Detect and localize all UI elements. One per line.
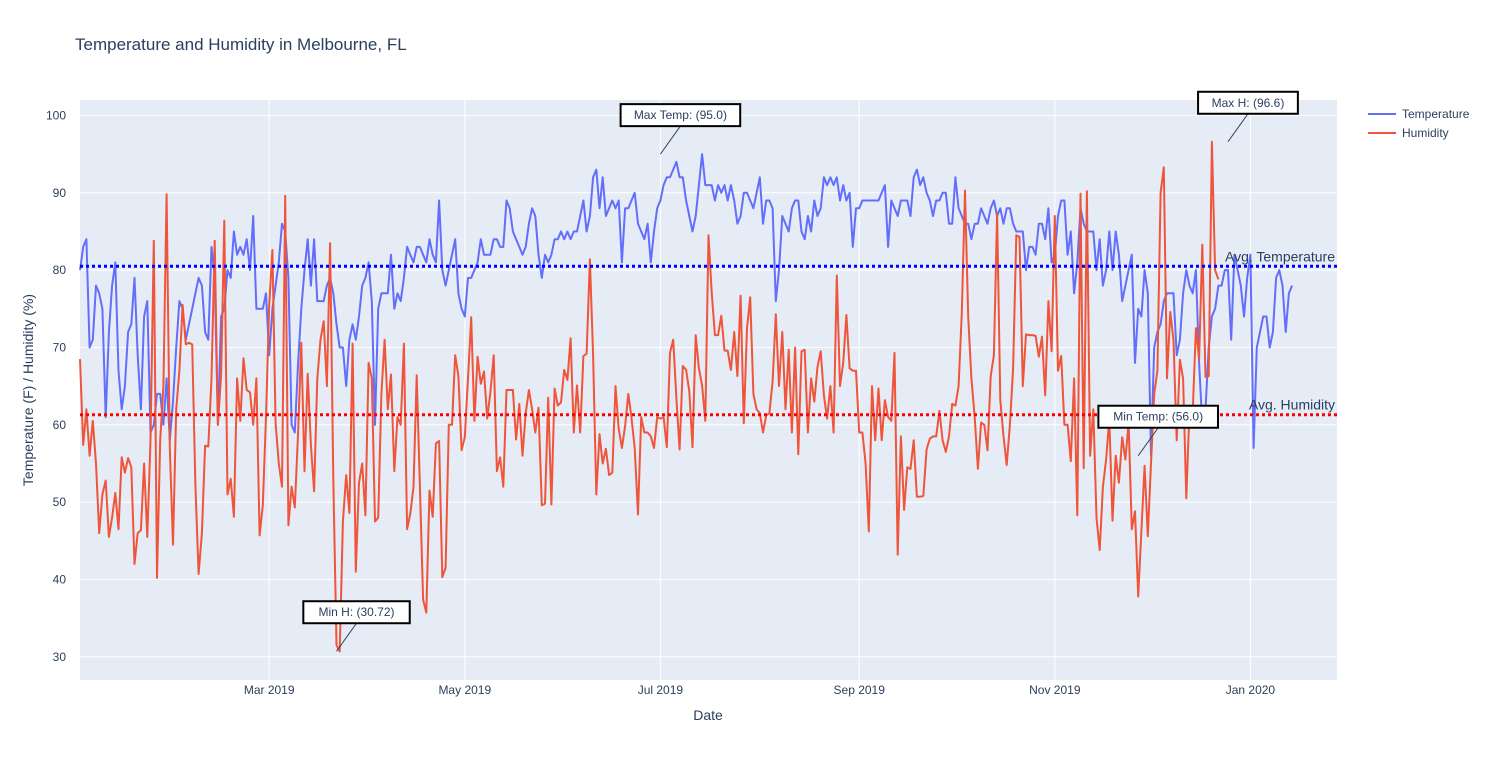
legend[interactable]: Temperature Humidity bbox=[1368, 107, 1470, 140]
x-tick-label: Nov 2019 bbox=[1029, 683, 1081, 697]
x-tick-label: Sep 2019 bbox=[834, 683, 886, 697]
legend-item-temperature[interactable]: Temperature bbox=[1368, 107, 1470, 121]
annotation-label: Max H: (96.6) bbox=[1212, 96, 1285, 110]
legend-label-temperature: Temperature bbox=[1402, 107, 1470, 121]
y-tick-label: 30 bbox=[53, 650, 67, 664]
x-tick-label: Jan 2020 bbox=[1226, 683, 1276, 697]
series-layer bbox=[79, 140, 1294, 653]
annotation-box bbox=[1197, 90, 1299, 115]
x-tick-label: Mar 2019 bbox=[244, 683, 295, 697]
legend-item-humidity[interactable]: Humidity bbox=[1368, 126, 1449, 140]
plot-area bbox=[80, 100, 1337, 680]
annotation-arrow bbox=[1137, 427, 1159, 457]
series-line-humidity bbox=[79, 140, 1220, 653]
y-tick-label: 100 bbox=[46, 108, 66, 122]
annotation-arrow bbox=[659, 125, 681, 155]
annotation-box bbox=[619, 103, 742, 128]
x-tick-label: May 2019 bbox=[438, 683, 491, 697]
legend-label-humidity: Humidity bbox=[1402, 126, 1449, 140]
series-line-temperature bbox=[79, 153, 1294, 457]
ref-label-avg-humidity: Avg. Humidity bbox=[1249, 397, 1335, 413]
y-axis-title: Temperature (F) / Humidity (%) bbox=[20, 294, 36, 486]
ref-label-avg-temperature: Avg. Temperature bbox=[1225, 248, 1335, 264]
y-tick-label: 80 bbox=[53, 263, 67, 277]
annotation-box bbox=[302, 600, 411, 625]
chart-title: Temperature and Humidity in Melbourne, F… bbox=[75, 35, 407, 54]
annotation-arrow bbox=[336, 622, 357, 652]
y-tick-label: 90 bbox=[53, 186, 67, 200]
annotation-label: Min Temp: (56.0) bbox=[1113, 410, 1203, 424]
annotation-label: Min H: (30.72) bbox=[319, 605, 395, 619]
reference-lines: Avg. Temperature Avg. Humidity bbox=[80, 248, 1337, 417]
annotation-box bbox=[1097, 404, 1219, 429]
annotations: Max Temp: (95.0) Min Temp: (56.0) Min H: (… bbox=[302, 90, 1299, 652]
y-tick-label: 40 bbox=[53, 572, 67, 586]
x-axis-title: Date bbox=[693, 707, 723, 723]
annotation-label: Max Temp: (95.0) bbox=[634, 108, 727, 122]
y-tick-label: 70 bbox=[53, 340, 67, 354]
annotation-arrow bbox=[1227, 113, 1249, 143]
y-axis-ticks: 30 40 50 60 70 80 90 100 bbox=[46, 108, 66, 663]
x-tick-label: Jul 2019 bbox=[638, 683, 684, 697]
y-tick-label: 50 bbox=[53, 495, 67, 509]
y-tick-label: 60 bbox=[53, 418, 67, 432]
x-axis-ticks: Mar 2019 May 2019 Jul 2019 Sep 2019 Nov 2019… bbox=[244, 683, 1276, 697]
